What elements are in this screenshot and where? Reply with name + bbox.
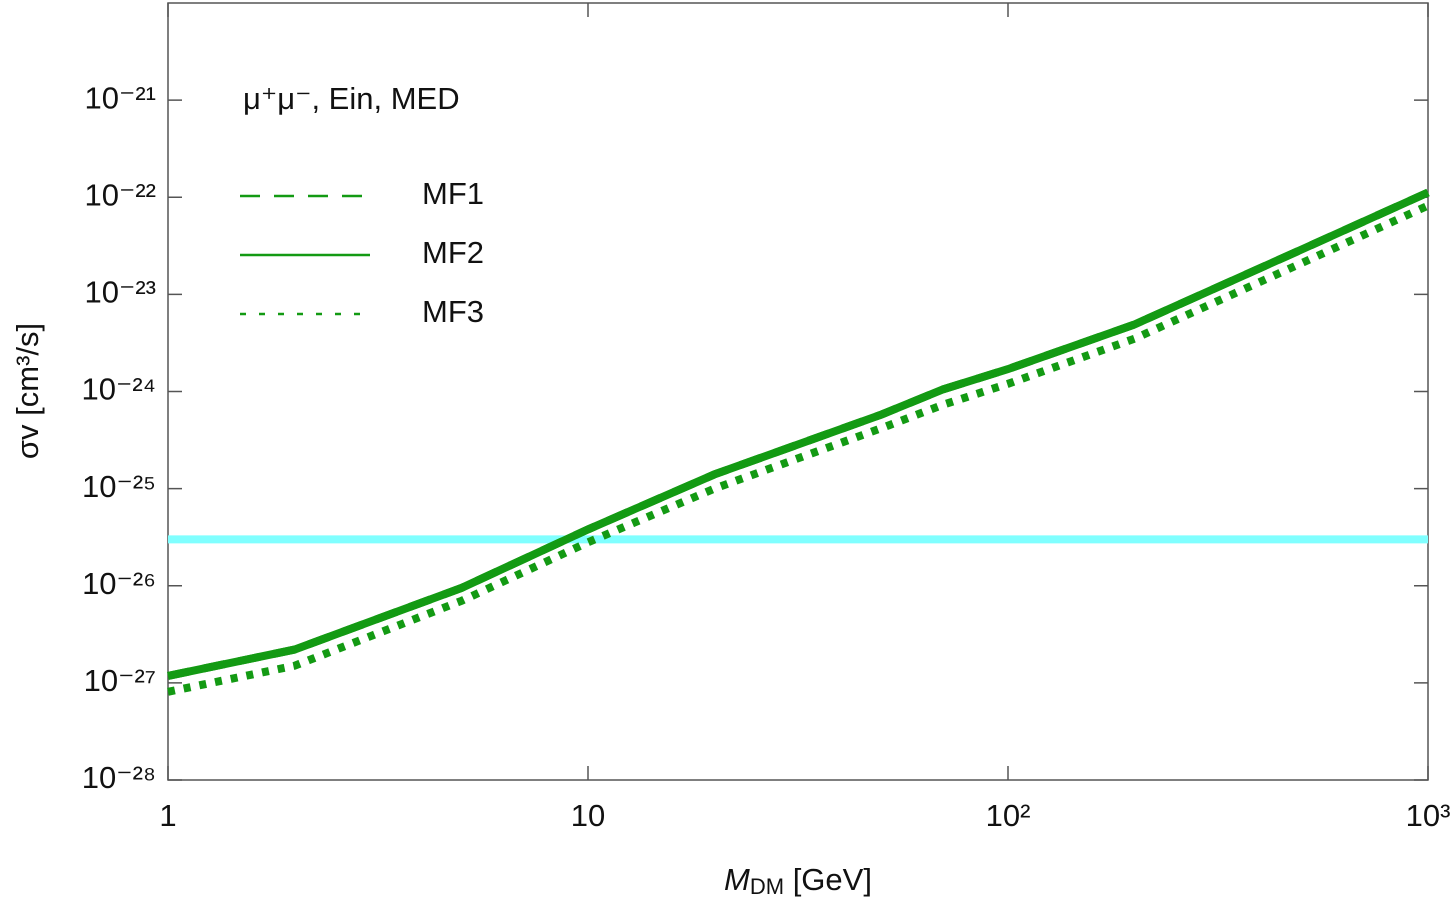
- y-tick-label: 10⁻²²: [85, 177, 157, 212]
- x-label-main: M: [724, 862, 750, 897]
- y-tick-label: 10⁻²³: [85, 275, 157, 310]
- x-tick-label: 10²: [986, 798, 1031, 833]
- y-tick-label: 10⁻²⁴: [82, 372, 157, 407]
- y-tick-label: 10⁻²⁵: [82, 469, 156, 504]
- x-tick-label: 10³: [1406, 798, 1451, 833]
- series-line: [167, 201, 1430, 696]
- series-line: [167, 188, 1430, 680]
- series-line: [167, 188, 1430, 680]
- y-tick-label: 10⁻²⁶: [82, 566, 156, 601]
- legend-label: MF2: [422, 235, 484, 270]
- y-tick-label: 10⁻²⁸: [82, 760, 156, 795]
- x-axis-label: MDM [GeV]: [724, 862, 872, 899]
- y-axis-label: σv [cm³/s]: [10, 323, 45, 459]
- x-tick-label: 10: [571, 798, 605, 833]
- legend-label: MF3: [422, 294, 484, 329]
- plot-frame: [167, 2, 1429, 781]
- annotation: μ⁺μ⁻, Ein, MED: [243, 81, 460, 116]
- x-tick-label: 1: [159, 798, 176, 833]
- legend-label: MF1: [422, 176, 484, 211]
- x-label-unit: [GeV]: [784, 862, 872, 897]
- y-tick-label: 10⁻²⁷: [84, 663, 156, 698]
- y-tick-label: 10⁻²¹: [85, 80, 157, 115]
- x-label-sub: DM: [750, 874, 784, 899]
